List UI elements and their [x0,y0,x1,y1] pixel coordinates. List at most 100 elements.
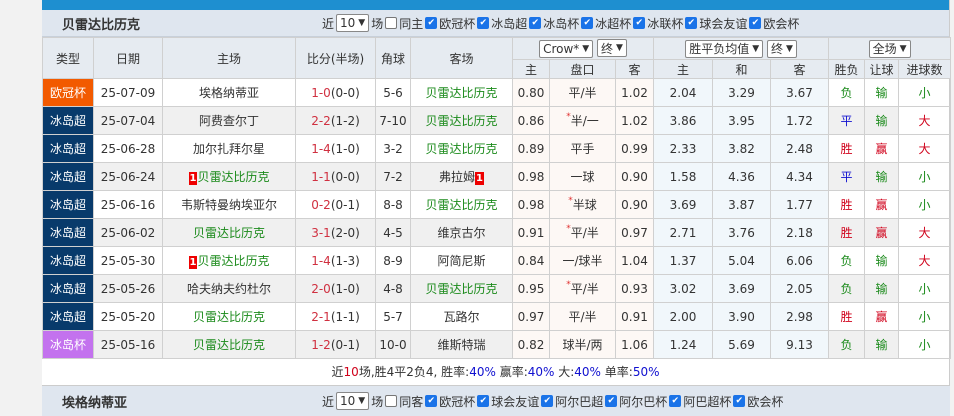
odds-stage-value: 终 [770,42,783,56]
filter-label: 欧会杯 [747,394,784,409]
handicap-line: 一/球半 [549,246,616,275]
table-row[interactable]: 冰岛超 25-06-24 1贝雷达比历克 1-1(0-0) 7-2 弗拉姆1 0.98 一球 0… [42,162,952,191]
away-team-name[interactable]: 阿简尼斯 [437,254,486,268]
full-time-score: 2-0 [311,281,331,296]
period-select[interactable]: 全场 ▼ [868,39,911,58]
draw-odds: 3.95 [712,106,772,135]
handicap-result: 输 [864,162,900,191]
corners: 5-7 [375,302,411,331]
filter-label: 欧冠杯 [439,394,476,409]
chevron-down-icon: ▼ [358,18,366,28]
home-team-name[interactable]: 哈夫纳夫约杜尔 [186,282,271,296]
filter-checkbox[interactable]: ✔ [425,395,438,407]
score: 2-0(1-0) [295,274,376,303]
filter-checkbox[interactable]: ✔ [685,17,698,29]
filter-checkbox[interactable]: ✔ [633,17,646,29]
filter-checkbox[interactable]: ✔ [477,395,490,407]
away-team: 贝雷达比历克 [410,134,513,163]
half-time-score: (0-1) [330,337,360,352]
table-row[interactable]: 冰岛超 25-05-30 1贝雷达比历克 1-4(1-3) 8-9 阿简尼斯 0.84 一/球… [42,246,952,275]
half-time-score: (0-0) [330,169,360,184]
match-date: 25-06-02 [93,218,163,247]
filter-checkbox[interactable]: ✔ [749,17,762,29]
recent-label: 近 [322,16,335,31]
home-team-name[interactable]: 贝雷达比历克 [197,254,270,268]
home-win-odds: 3.02 [653,274,714,303]
away-team-name[interactable]: 维京古尔 [437,226,486,240]
company-select[interactable]: Crow* ▼ [539,39,594,58]
score: 1-1(0-0) [295,162,376,191]
over-under-result: 大 [898,106,952,135]
away-team-name[interactable]: 贝雷达比历克 [425,114,498,128]
away-win-odds: 3.67 [770,78,830,107]
handicap-home-odds: 0.89 [512,134,550,163]
match-date: 25-05-30 [93,246,163,275]
filter-checkbox[interactable]: ✔ [425,17,438,29]
home-team-name[interactable]: 埃格纳蒂亚 [198,86,259,100]
match-date: 25-05-26 [93,274,163,303]
filter-checkbox[interactable]: ✔ [529,17,542,29]
home-team-name[interactable]: 阿费查尔丁 [198,114,259,128]
table-row[interactable]: 冰岛超 25-05-26 哈夫纳夫约杜尔 2-0(1-0) 4-8 贝雷达比历克 0.95 *… [42,274,952,303]
handicap-value: 平/半 [568,310,597,324]
home-team-name[interactable]: 贝雷达比历克 [192,226,265,240]
away-team-name[interactable]: 弗拉姆 [439,170,476,184]
home-team-name[interactable]: 贝雷达比历克 [192,310,265,324]
table-row[interactable]: 冰岛超 25-06-28 加尔扎拜尔星 1-4(1-0) 3-2 贝雷达比历克 0.89 平手… [42,134,952,163]
filter-checkbox[interactable]: ✔ [669,395,682,407]
home-team-name[interactable]: 贝雷达比历克 [192,338,265,352]
odds-type-select[interactable]: 胜平负均值 ▼ [685,39,764,58]
result: 负 [828,246,866,275]
col-type: 类型 [42,37,94,79]
handicap-home-odds: 0.95 [512,274,550,303]
recent-count-select[interactable]: 10 ▼ [336,14,370,32]
filter-checkbox[interactable]: ✔ [605,395,618,407]
draw-odds: 3.82 [712,134,772,163]
handicap-home-odds: 0.98 [512,162,550,191]
section-header: 贝雷达比历克 近 10 ▼ 场 同主 ✔ 欧冠杯 ✔ 冰岛超 ✔ 冰岛杯 ✔ 冰超杯 ✔ 冰联杯 ✔ 球… [42,10,949,37]
same-away-checkbox[interactable] [385,395,398,407]
filter-checkbox[interactable]: ✔ [477,17,490,29]
table-row[interactable]: 冰岛超 25-06-02 贝雷达比历克 3-1(2-0) 4-5 维京古尔 0.91 *平/半… [42,218,952,247]
away-team: 瓦路尔 [410,302,513,331]
away-team: 维斯特瑞 [410,330,513,359]
stage-select[interactable]: 终 ▼ [597,39,627,58]
handicap-value: 半球 [572,198,597,212]
col-away: 客场 [410,37,513,79]
filter-label: 欧冠杯 [439,16,476,31]
filter-checkbox[interactable]: ✔ [581,17,594,29]
score: 1-4(1-3) [295,246,376,275]
home-team: 1贝雷达比历克 [162,246,296,275]
away-team-name[interactable]: 贝雷达比历克 [425,282,498,296]
match-date: 25-06-28 [93,134,163,163]
handicap-away-odds: 1.02 [614,106,655,135]
star-icon: * [566,112,571,122]
home-win-odds: 1.24 [653,330,714,359]
away-team-name[interactable]: 瓦路尔 [443,310,480,324]
handicap-home-odds: 0.86 [512,106,550,135]
away-team-name[interactable]: 维斯特瑞 [437,338,486,352]
home-team-name[interactable]: 贝雷达比历克 [197,170,270,184]
result: 负 [828,78,866,107]
table-row[interactable]: 冰岛超 25-05-20 贝雷达比历克 2-1(1-1) 5-7 瓦路尔 0.97 平/半 0.… [42,302,952,331]
away-team-name[interactable]: 贝雷达比历克 [425,86,498,100]
over-rate: 40% [574,365,601,379]
filter-checkbox[interactable]: ✔ [733,395,746,407]
away-win-odds: 6.06 [770,246,830,275]
away-team-name[interactable]: 贝雷达比历克 [425,198,498,212]
table-row[interactable]: 冰岛超 25-06-16 韦斯特曼纳埃亚尔 0-2(0-1) 8-8 贝雷达比历克 0.98… [42,190,952,219]
table-row[interactable]: 冰岛超 25-07-04 阿费查尔丁 2-2(1-2) 7-10 贝雷达比历克 0.86 *半… [42,106,952,135]
handicap-away-odds: 1.02 [614,78,655,107]
win-rate: 40% [469,365,496,379]
filter-label: 阿尔巴杯 [619,394,668,409]
home-team-name[interactable]: 加尔扎拜尔星 [192,142,265,156]
home-team-name[interactable]: 韦斯特曼纳埃亚尔 [180,198,277,212]
same-home-checkbox[interactable] [385,17,398,29]
table-row[interactable]: 欧冠杯 25-07-09 埃格纳蒂亚 1-0(0-0) 5-6 贝雷达比历克 0.80 平/半… [42,78,952,107]
filter-checkbox[interactable]: ✔ [541,395,554,407]
table-row[interactable]: 冰岛杯 25-05-16 贝雷达比历克 1-2(0-1) 10-0 维斯特瑞 0.82 球半/… [42,330,952,359]
away-team-name[interactable]: 贝雷达比历克 [425,142,498,156]
odds-stage-select[interactable]: 终 ▼ [766,39,797,58]
recent-count-select[interactable]: 10 ▼ [336,392,370,410]
home-win-odds: 2.04 [653,78,714,107]
